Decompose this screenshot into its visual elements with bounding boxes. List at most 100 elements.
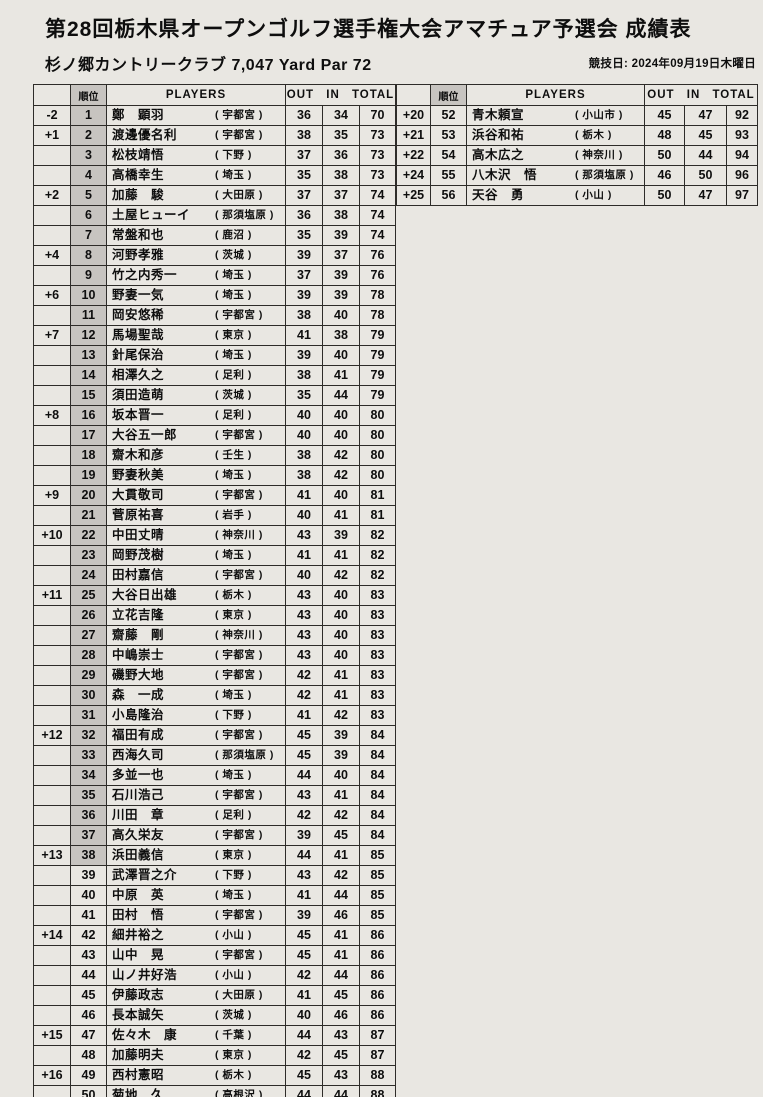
in-score: 43	[322, 1065, 360, 1086]
player-region: ( 東京 )	[215, 849, 252, 861]
player-cell: 浜谷和祐 ( 栃木 )	[466, 125, 645, 146]
rank-column-header: 順位	[70, 84, 107, 106]
total-score: 85	[359, 885, 396, 906]
score-diff: +22	[396, 145, 431, 166]
player-name: 山ノ井好浩	[112, 968, 178, 982]
table-row: +6 10 野妻一気 ( 埼玉 ) 39 39 78	[33, 285, 396, 306]
total-score: 83	[359, 645, 396, 666]
player-name: 浜谷和祐	[472, 128, 525, 142]
in-score: 40	[322, 625, 360, 646]
player-name: 加藤明夫	[112, 1048, 165, 1062]
player-name: 齋木和彦	[112, 448, 165, 462]
player-cell: 大谷五一郎 ( 宇都宮 )	[106, 425, 286, 446]
out-score: 41	[285, 325, 323, 346]
out-score: 43	[285, 605, 323, 626]
out-score: 43	[285, 785, 323, 806]
table-row: 50 菊地 久 ( 高根沢 ) 44 44 88	[33, 1085, 396, 1097]
table-row: 11 岡安悠稀 ( 宇都宮 ) 38 40 78	[33, 305, 396, 326]
total-score: 83	[359, 585, 396, 606]
player-cell: 加藤 駿 ( 大田原 )	[106, 185, 286, 206]
rank-cell: 32	[70, 725, 107, 746]
score-diff: +20	[396, 105, 431, 126]
score-diff	[33, 765, 71, 786]
score-diff	[33, 205, 71, 226]
score-diff	[33, 705, 71, 726]
rank-cell: 28	[70, 645, 107, 666]
score-diff: +25	[396, 185, 431, 206]
in-score: 41	[322, 665, 360, 686]
out-score: 41	[285, 545, 323, 566]
in-score: 42	[322, 565, 360, 586]
player-region: ( 鹿沼 )	[215, 229, 252, 241]
rank-cell: 45	[70, 985, 107, 1006]
player-name: 加藤 駿	[112, 188, 165, 202]
in-score: 45	[322, 985, 360, 1006]
score-diff: +12	[33, 725, 71, 746]
player-region: ( 宇都宮 )	[215, 649, 263, 661]
player-name: 西村憲昭	[112, 1068, 165, 1082]
in-score: 43	[322, 1025, 360, 1046]
total-score: 88	[359, 1065, 396, 1086]
player-name: 中原 英	[112, 888, 165, 902]
score-diff: +9	[33, 485, 71, 506]
score-diff: +24	[396, 165, 431, 186]
player-name: 菊地 久	[112, 1088, 165, 1097]
player-region: ( 千葉 )	[215, 1029, 252, 1041]
score-diff	[33, 945, 71, 966]
total-score: 79	[359, 365, 396, 386]
player-cell: 長本誠矢 ( 茨城 )	[106, 1005, 286, 1026]
rank-cell: 8	[70, 245, 107, 266]
total-score: 81	[359, 485, 396, 506]
in-score: 40	[322, 345, 360, 366]
player-cell: 松枝靖悟 ( 下野 )	[106, 145, 286, 166]
event-date: 競技日: 2024年09月19日木曜日	[588, 58, 756, 70]
out-score: 40	[285, 565, 323, 586]
total-score: 80	[359, 405, 396, 426]
out-score: 38	[285, 465, 323, 486]
table-row: 26 立花吉隆 ( 東京 ) 43 40 83	[33, 605, 396, 626]
player-region: ( 下野 )	[215, 149, 252, 161]
player-name: 天谷 勇	[472, 188, 525, 202]
player-name: 田村嘉信	[112, 568, 165, 582]
total-score: 84	[359, 825, 396, 846]
total-score: 79	[359, 345, 396, 366]
header-row: 順位 PLAYERS OUT IN TOTAL	[33, 84, 396, 106]
out-score: 50	[644, 185, 685, 206]
player-name: 武澤晋之介	[112, 868, 178, 882]
player-name: 石川浩己	[112, 788, 165, 802]
score-diff	[33, 505, 71, 526]
out-score: 46	[644, 165, 685, 186]
score-diff	[33, 465, 71, 486]
out-score: 42	[285, 665, 323, 686]
player-name: 八木沢 悟	[472, 168, 538, 182]
rank-cell: 37	[70, 825, 107, 846]
player-region: ( 栃木 )	[215, 589, 252, 601]
player-region: ( 高根沢 )	[215, 1089, 263, 1097]
out-score: 45	[285, 945, 323, 966]
player-name: 相澤久之	[112, 368, 165, 382]
total-score: 85	[359, 905, 396, 926]
player-region: ( 神奈川 )	[575, 149, 623, 161]
in-score: 42	[322, 865, 360, 886]
out-score: 38	[285, 445, 323, 466]
out-score: 38	[285, 305, 323, 326]
player-cell: 浜田義信 ( 東京 )	[106, 845, 286, 866]
player-cell: 大貫敬司 ( 宇都宮 )	[106, 485, 286, 506]
total-score: 86	[359, 965, 396, 986]
player-cell: 齋木和彦 ( 壬生 )	[106, 445, 286, 466]
player-cell: 菅原祐喜 ( 岩手 )	[106, 505, 286, 526]
rank-cell: 41	[70, 905, 107, 926]
player-region: ( 足利 )	[215, 369, 252, 381]
total-score: 85	[359, 865, 396, 886]
player-cell: 岡野茂樹 ( 埼玉 )	[106, 545, 286, 566]
table-row: 39 武澤晋之介 ( 下野 ) 43 42 85	[33, 865, 396, 886]
player-region: ( 宇都宮 )	[215, 789, 263, 801]
table-row: 40 中原 英 ( 埼玉 ) 41 44 85	[33, 885, 396, 906]
score-diff	[33, 305, 71, 326]
score-diff	[33, 385, 71, 406]
player-name: 高木広之	[472, 148, 525, 162]
table-row: +24 55 八木沢 悟 ( 那須塩原 ) 46 50 96	[396, 165, 758, 186]
out-score: 37	[285, 265, 323, 286]
player-region: ( 宇都宮 )	[215, 909, 263, 921]
table-row: 13 針尾保治 ( 埼玉 ) 39 40 79	[33, 345, 396, 366]
